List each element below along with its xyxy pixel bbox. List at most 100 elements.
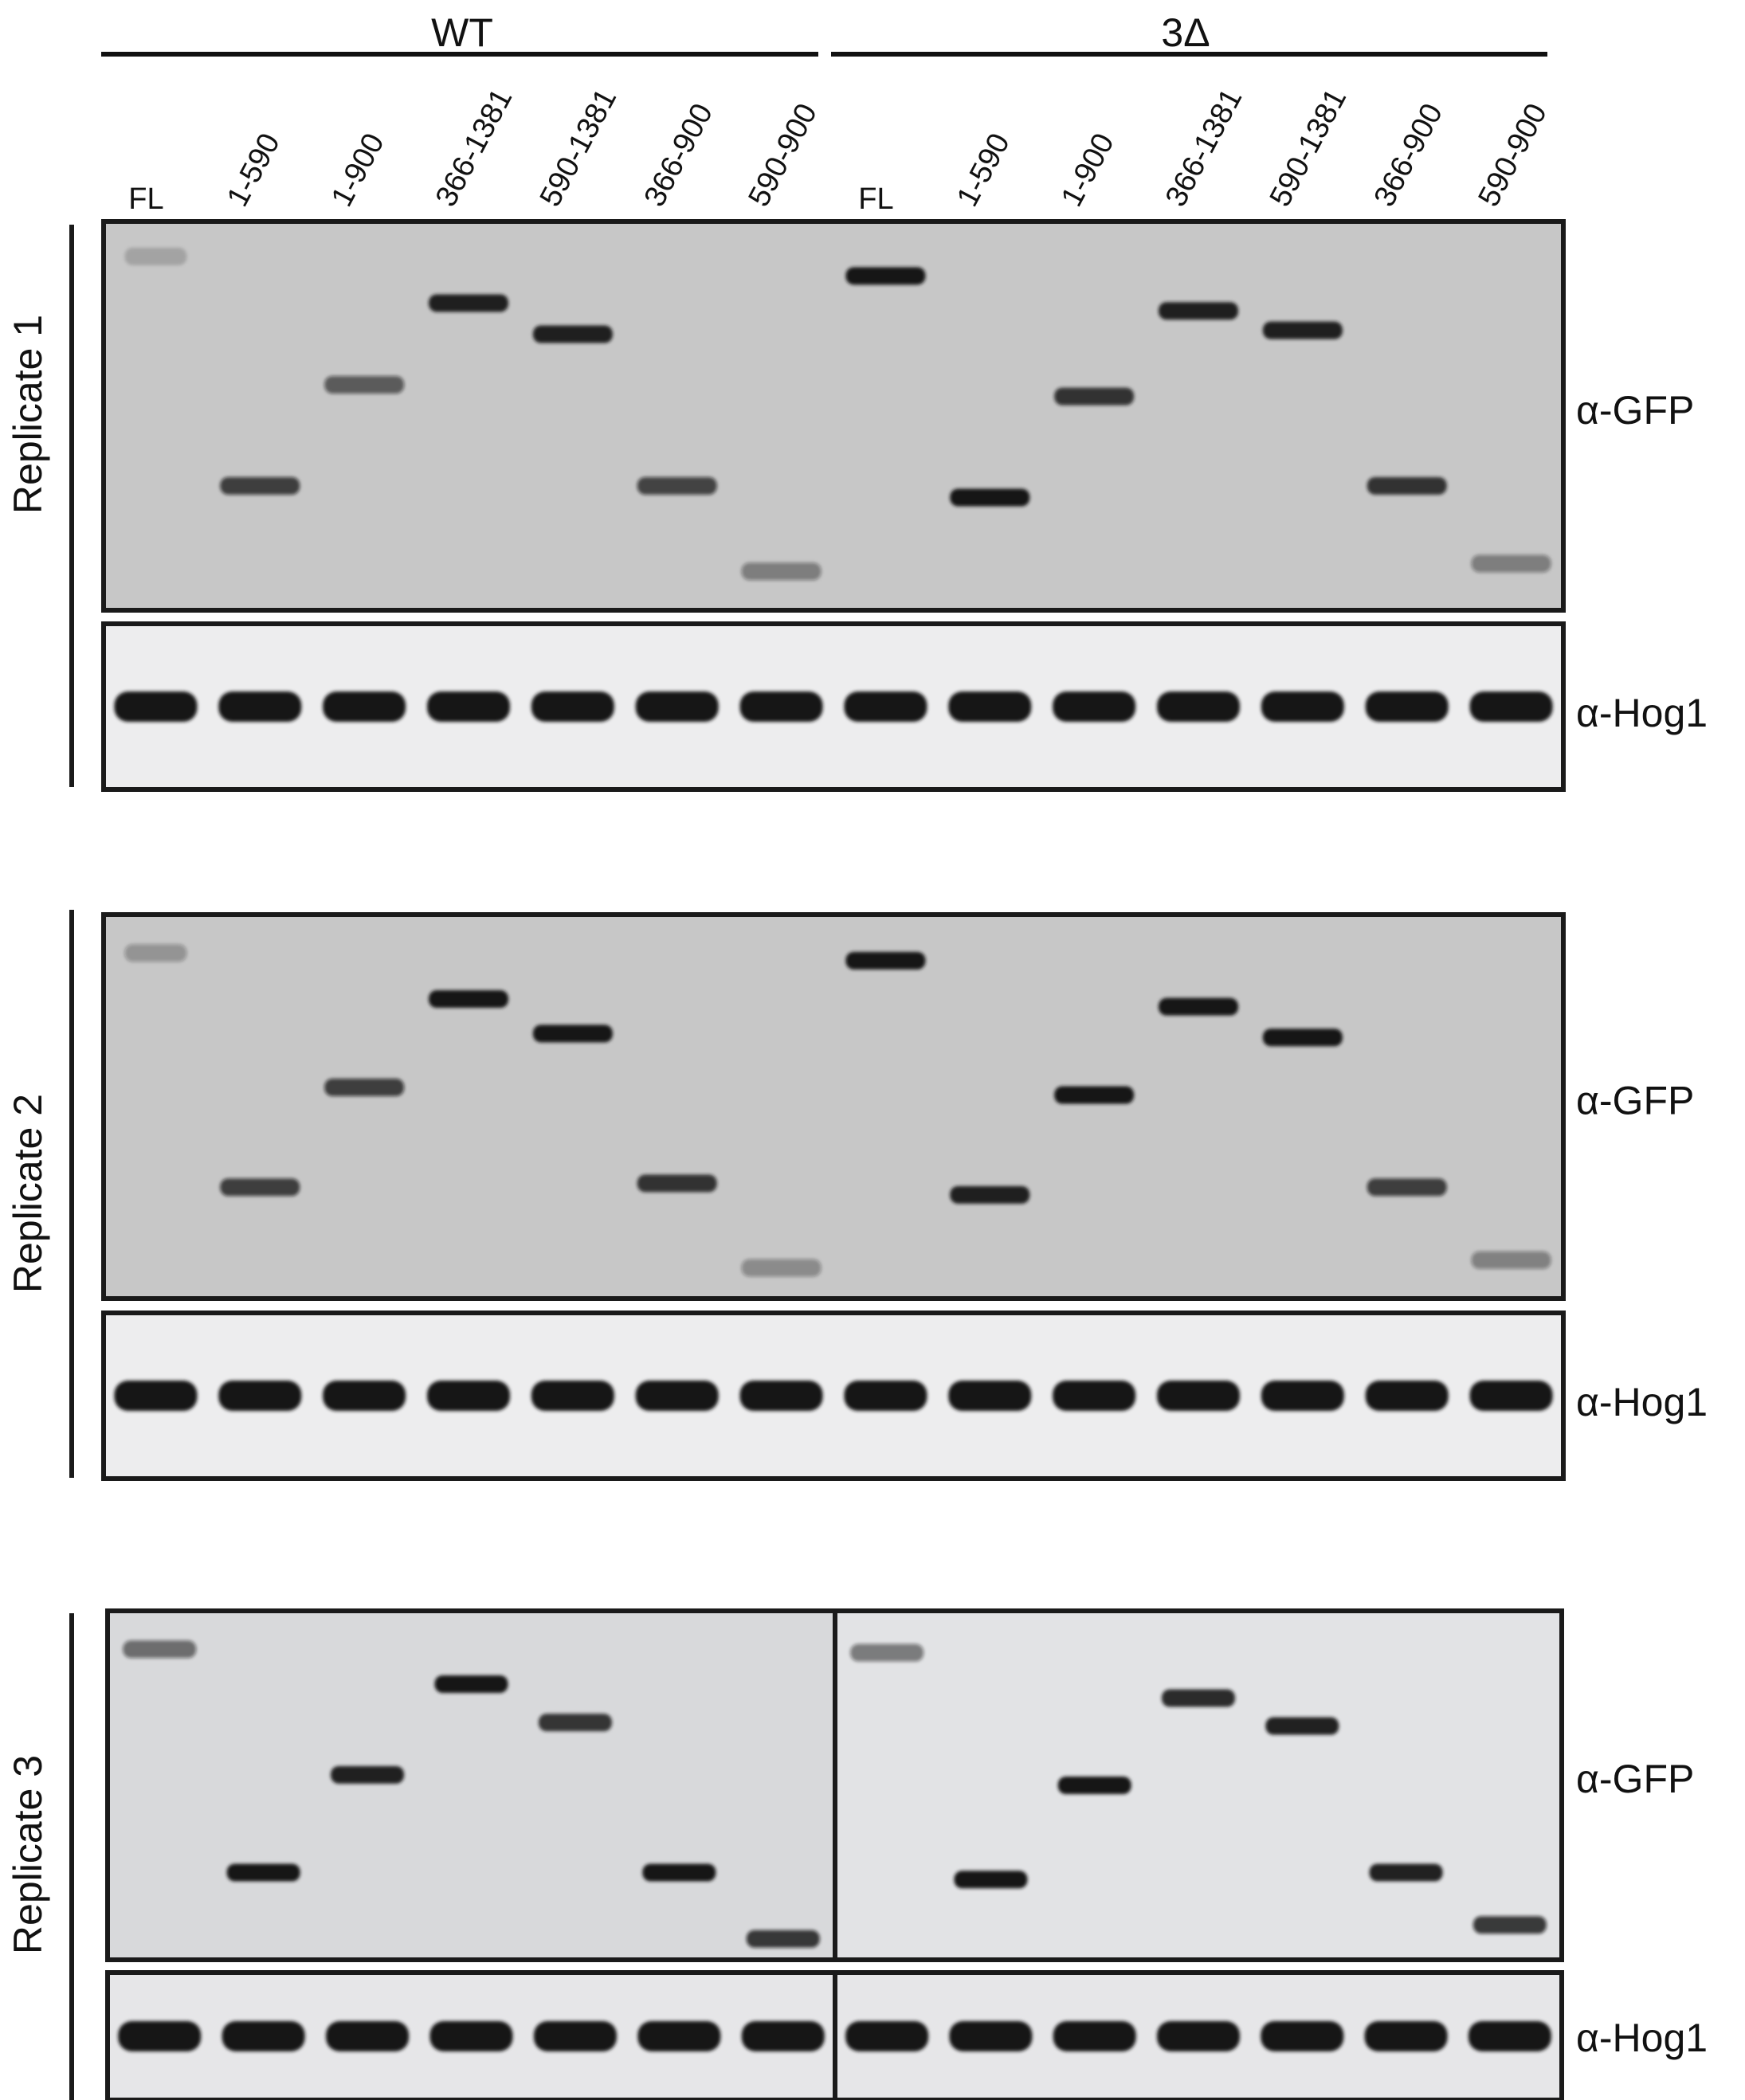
gfp-band	[1159, 997, 1238, 1016]
blot-background	[108, 1611, 835, 1960]
gfp-band	[532, 325, 613, 343]
replicate-panel: Replicate 1 α-GFP α-Hog1	[6, 219, 1708, 792]
lane-label: FL	[128, 182, 163, 216]
gfp-band	[746, 1930, 820, 1948]
gfp-band	[637, 476, 717, 495]
hog1-band	[531, 1381, 614, 1411]
replicate-panels: Replicate 1 α-GFP α-Hog1 Replicate 2 α-GFP α-…	[6, 219, 1708, 2100]
hog1-band	[323, 1381, 406, 1411]
antibody-label-gfp: α-GFP	[1576, 1757, 1694, 1801]
lane-label: 366-900	[638, 98, 720, 212]
blot-background	[104, 624, 1563, 789]
gfp-band	[220, 476, 300, 495]
lane-label: 1-900	[325, 128, 391, 213]
replicate-label: Replicate 3	[6, 1755, 50, 1954]
blot-background	[104, 221, 1563, 610]
lane-label: 1-900	[1055, 128, 1121, 213]
gfp-band	[741, 562, 822, 581]
hog1-band	[741, 2021, 825, 2051]
gfp-band	[532, 1025, 613, 1043]
replicate-panel: Replicate 3 α-GFP α-Hog1	[6, 1608, 1708, 2100]
antibody-label-hog1: α-Hog1	[1576, 691, 1708, 735]
gfp-band	[123, 1640, 197, 1659]
lane-label: 1-590	[951, 128, 1017, 213]
gfp-band	[538, 1714, 612, 1732]
gfp-band	[1471, 1251, 1551, 1269]
hog1-band	[1157, 692, 1240, 722]
blot-frame	[101, 1311, 1566, 1481]
group-header-mut: 3Δ	[831, 10, 1547, 57]
lane-label: 590-1381	[1264, 84, 1353, 213]
gfp-band	[845, 267, 926, 285]
group-header-wt: WT	[101, 10, 818, 57]
gfp-band	[1054, 1086, 1135, 1104]
gfp-band	[226, 1863, 300, 1882]
antibody-label-gfp: α-GFP	[1576, 388, 1694, 433]
replicate-panel: Replicate 2 α-GFP α-Hog1	[6, 910, 1708, 1481]
hog1-band	[1261, 692, 1344, 722]
hog1-band	[739, 692, 823, 722]
gfp-band	[429, 294, 508, 312]
gfp-band	[1054, 387, 1135, 406]
gfp-blot	[105, 1608, 1564, 1962]
lane-label: 590-1381	[534, 84, 623, 213]
hog1-band	[635, 692, 719, 722]
hog1-band	[1261, 1381, 1344, 1411]
hog1-band	[1365, 1381, 1449, 1411]
hog1-band	[1469, 1381, 1553, 1411]
hog1-band	[949, 2021, 1033, 2051]
hog1-band	[218, 1381, 302, 1411]
lane-label: 1-590	[221, 128, 287, 213]
hog1-band	[222, 2021, 305, 2051]
lane-label: 366-1381	[429, 84, 519, 213]
gfp-blot	[101, 912, 1566, 1301]
hog1-band	[948, 692, 1032, 722]
antibody-label-gfp: α-GFP	[1576, 1079, 1694, 1123]
gfp-band	[1369, 1863, 1443, 1882]
hog1-band	[1053, 2021, 1136, 2051]
hog1-band	[637, 2021, 721, 2051]
hog1-band	[114, 1381, 198, 1411]
hog1-blot	[105, 1970, 1564, 2100]
antibody-label-hog1: α-Hog1	[1576, 2016, 1708, 2060]
gfp-band	[220, 1178, 300, 1197]
hog1-band	[1364, 2021, 1448, 2051]
hog1-band	[531, 692, 614, 722]
hog1-band	[844, 1381, 927, 1411]
gfp-band	[1159, 302, 1238, 320]
gfp-band	[1471, 554, 1551, 573]
replicate-label: Replicate 2	[6, 1094, 50, 1293]
lane-label: 366-900	[1368, 98, 1450, 212]
hog1-band	[1365, 692, 1449, 722]
blot-frame	[101, 912, 1566, 1301]
gfp-band	[434, 1675, 508, 1693]
hog1-band	[1157, 1381, 1240, 1411]
gfp-band	[1162, 1689, 1235, 1707]
replicate-label: Replicate 1	[6, 315, 50, 514]
hog1-band	[427, 1381, 510, 1411]
hog1-band	[739, 1381, 823, 1411]
gfp-band	[324, 375, 405, 394]
gfp-band	[845, 951, 926, 970]
gfp-band	[850, 1644, 924, 1662]
gfp-band	[950, 1185, 1030, 1204]
group-label-wt: WT	[431, 10, 493, 55]
gfp-band	[1262, 321, 1343, 339]
gfp-band	[741, 1259, 822, 1277]
hog1-band	[1261, 2021, 1344, 2051]
gfp-blot	[101, 219, 1566, 613]
gfp-band	[429, 990, 508, 1009]
gfp-band	[124, 247, 187, 265]
gfp-band	[1472, 1916, 1547, 1934]
group-label-mut: 3Δ	[1161, 10, 1210, 55]
gfp-band	[324, 1078, 405, 1096]
hog1-band	[326, 2021, 410, 2051]
lane-label: 590-900	[1472, 98, 1554, 212]
hog1-blot	[101, 621, 1566, 792]
hog1-band	[844, 692, 927, 722]
hog1-band	[427, 692, 510, 722]
gfp-band	[954, 1871, 1028, 1889]
blot-background	[835, 1611, 1562, 1960]
blot-frame	[101, 621, 1566, 792]
lane-label: FL	[858, 182, 893, 216]
